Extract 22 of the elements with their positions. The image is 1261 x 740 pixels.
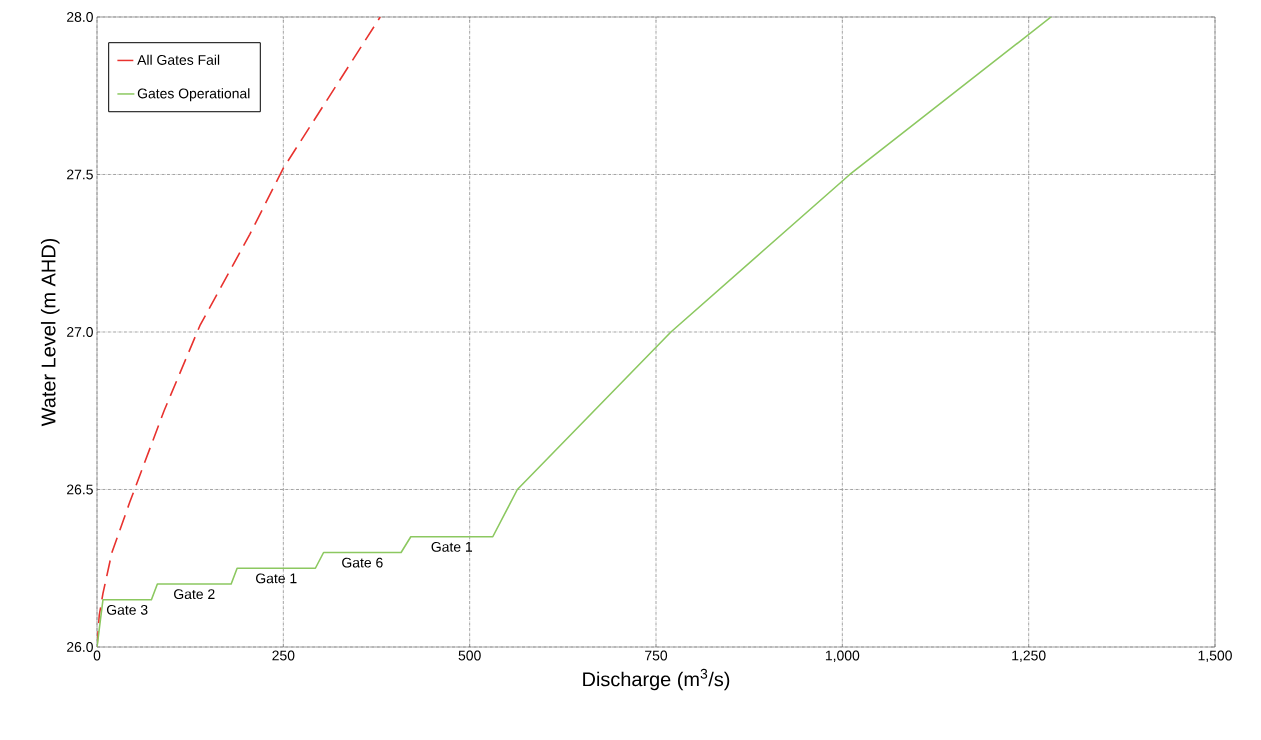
annotation: Gate 1 xyxy=(256,573,297,584)
y-tick-label: 26.5 xyxy=(67,484,93,495)
x-axis-title: Discharge (m$^{3}$/s) xyxy=(583,668,730,691)
x-tick-label: 0 xyxy=(93,650,101,661)
x-tick-label: 1,500 xyxy=(1198,650,1232,663)
legend-label: Gates Operational xyxy=(137,88,250,102)
x-tick-label: 1,000 xyxy=(825,650,860,663)
y-tick-label: 28.0 xyxy=(67,12,93,22)
annotation: Gate 1 xyxy=(431,541,473,552)
y-tick-label: 27.0 xyxy=(67,327,93,337)
y-tick-label: 26.0 xyxy=(67,642,93,652)
legend-label: All Gates Fail xyxy=(137,54,220,65)
annotation: Gate 2 xyxy=(174,589,215,600)
y-axis-title: Water Level (m AHD) xyxy=(40,238,60,427)
x-tick-label: 250 xyxy=(272,650,295,661)
x-tick-label: 500 xyxy=(458,650,481,661)
annotation: Gate 3 xyxy=(106,604,148,615)
annotation: Gate 6 xyxy=(342,557,383,568)
line-series xyxy=(97,16,1052,647)
x-tick-label: 750 xyxy=(645,650,668,661)
x-tick-label: 1,250 xyxy=(1012,650,1046,663)
y-tick-label: 27.5 xyxy=(67,169,93,180)
